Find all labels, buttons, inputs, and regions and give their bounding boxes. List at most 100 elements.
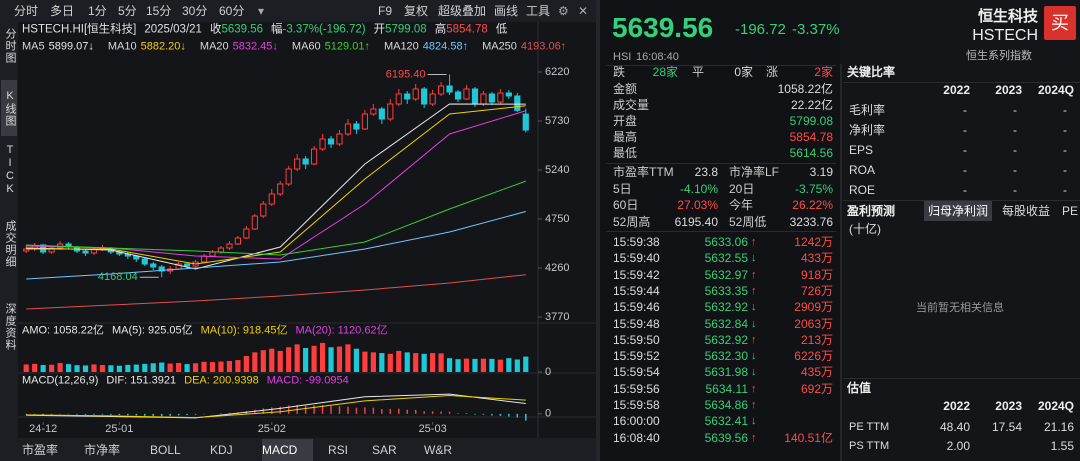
indicator-tab[interactable]: MACD — [262, 439, 314, 461]
trade-price: 5632.92 — [704, 300, 748, 315]
volume-bar — [472, 358, 478, 372]
stat-value: 5614.56 — [789, 146, 833, 160]
volume-bar — [345, 344, 351, 372]
candle-body — [404, 93, 411, 100]
volume-bar — [328, 347, 334, 372]
period-tab[interactable]: 分时 — [14, 4, 39, 18]
y-tick-label: 5730 — [545, 115, 569, 127]
candle-body — [184, 263, 191, 267]
separator — [606, 65, 836, 66]
candle-body — [260, 203, 267, 217]
volume-bar — [396, 350, 402, 372]
info-value: 5799.08 — [385, 23, 427, 36]
tool-button[interactable]: 画线 — [494, 4, 519, 18]
period-tab[interactable]: 1分 — [88, 4, 107, 18]
trade-price: 5634.11 — [705, 381, 749, 396]
ma-legend: MA250 4193.06↑ — [482, 41, 566, 54]
tool-button[interactable]: F9 — [378, 4, 393, 18]
indicator-tab[interactable]: SAR — [372, 443, 397, 457]
trade-price: 5639.56 — [704, 430, 748, 445]
x-tick-label: 25-03 — [419, 423, 447, 435]
candle-body — [336, 133, 343, 145]
trade-price: 5633.35 — [704, 283, 748, 298]
buy-label[interactable]: 买 — [1051, 13, 1069, 33]
stat-label: 最低 — [613, 146, 638, 160]
stat-label: 金额 — [613, 82, 638, 96]
change-pct: -3.37% — [792, 21, 840, 38]
sidebar-tab[interactable]: 深度资料 — [4, 303, 16, 351]
period-tab[interactable]: 5分 — [118, 4, 137, 18]
separator — [843, 200, 1080, 201]
ma-line — [26, 274, 526, 310]
trade-dir: ↓ — [751, 317, 757, 330]
forecast-tab[interactable]: PE — [1062, 204, 1079, 218]
period-tab[interactable]: 60分 — [219, 4, 245, 18]
candle-body — [361, 113, 368, 130]
volume-bar — [108, 365, 114, 372]
breadth-label: 跌 — [613, 65, 626, 79]
period-tab[interactable]: 30分 — [182, 4, 208, 18]
candle-body — [327, 138, 335, 145]
valuation-label: PE TTM — [849, 421, 890, 433]
indicator-tab[interactable]: W&R — [424, 443, 452, 457]
candle-body — [158, 266, 165, 272]
x-tick-label: 25-01 — [105, 423, 133, 435]
macd-legend: DIF: 151.3921 — [106, 374, 177, 387]
y-tick-label: 4260 — [545, 262, 569, 274]
indicator-tab[interactable]: KDJ — [210, 443, 233, 457]
trade-time: 15:59:42 — [613, 267, 660, 282]
candle-body — [234, 237, 242, 245]
ratio-value: - — [1063, 143, 1067, 157]
annotation-label: 4168.04 — [98, 271, 138, 283]
sidebar-tab[interactable]: K线图 — [1, 80, 17, 136]
ma-name: MA10 — [107, 40, 137, 53]
stat-label: 52周高 — [613, 214, 651, 229]
candle-body — [302, 158, 309, 165]
stat-value: 6195.40 — [674, 214, 718, 229]
volume-bar — [497, 359, 503, 372]
volume-bar — [446, 358, 453, 372]
trade-dir: ↑ — [751, 236, 757, 248]
valuation-value: 17.54 — [991, 420, 1022, 434]
forecast-tab[interactable]: 归母净利润 — [924, 201, 993, 221]
sidebar-tab[interactable]: 分时图 — [4, 28, 16, 64]
stat-value: 5799.08 — [789, 114, 833, 128]
stat-value: 26.22% — [792, 198, 833, 212]
y-tick-label: 6220 — [545, 66, 569, 78]
period-tab[interactable]: 15分 — [146, 4, 172, 18]
close-icon[interactable]: ✕ — [578, 4, 589, 18]
divider — [840, 64, 842, 461]
toolbar-bg — [0, 0, 596, 22]
indicator-tab[interactable]: RSI — [328, 443, 349, 457]
volume-bar — [353, 348, 360, 372]
buy-button[interactable] — [1044, 6, 1076, 40]
stat-label: 市净率LF — [729, 165, 780, 179]
tool-button[interactable]: 工具 — [526, 4, 551, 18]
volume-bar — [277, 350, 283, 372]
trade-dir: ↑ — [751, 431, 757, 444]
candle-body — [311, 148, 318, 165]
sidebar-tab[interactable]: 成交明细 — [4, 220, 16, 268]
ma-legend: MA20 5832.45↓ — [200, 41, 278, 54]
tool-button[interactable]: 复权 — [404, 4, 429, 18]
volume-bar — [159, 362, 165, 372]
tool-button[interactable]: 超级叠加 — [438, 4, 487, 18]
ratio-value: - — [1013, 143, 1017, 157]
period-tab[interactable]: 多日 — [50, 4, 75, 18]
volume-bar — [91, 364, 97, 372]
sidebar-tab[interactable]: TICK — [4, 144, 16, 196]
volume-bar — [387, 353, 393, 372]
indicator-tab[interactable]: 市盈率 — [22, 443, 59, 457]
ma-value: 5129.01↑ — [324, 40, 370, 53]
indicator-tab[interactable]: BOLL — [150, 443, 181, 457]
indicator-tab[interactable]: 市净率 — [84, 443, 121, 457]
forecast-tab[interactable]: 每股收益 — [1002, 204, 1051, 218]
volume-bar — [218, 361, 224, 372]
dropdown-icon[interactable]: ▾ — [258, 4, 265, 18]
settings-icon[interactable]: ⚙ — [558, 4, 569, 18]
legend: HSTECH.HI[恒生科技] 2025/03/21 收5639.56 幅-3.37%… — [22, 24, 507, 37]
column-header: 2022 — [943, 83, 970, 97]
trade-volume: 2063万 — [794, 316, 833, 331]
volume-bar — [32, 363, 38, 372]
ratio-label: ROA — [849, 163, 876, 177]
